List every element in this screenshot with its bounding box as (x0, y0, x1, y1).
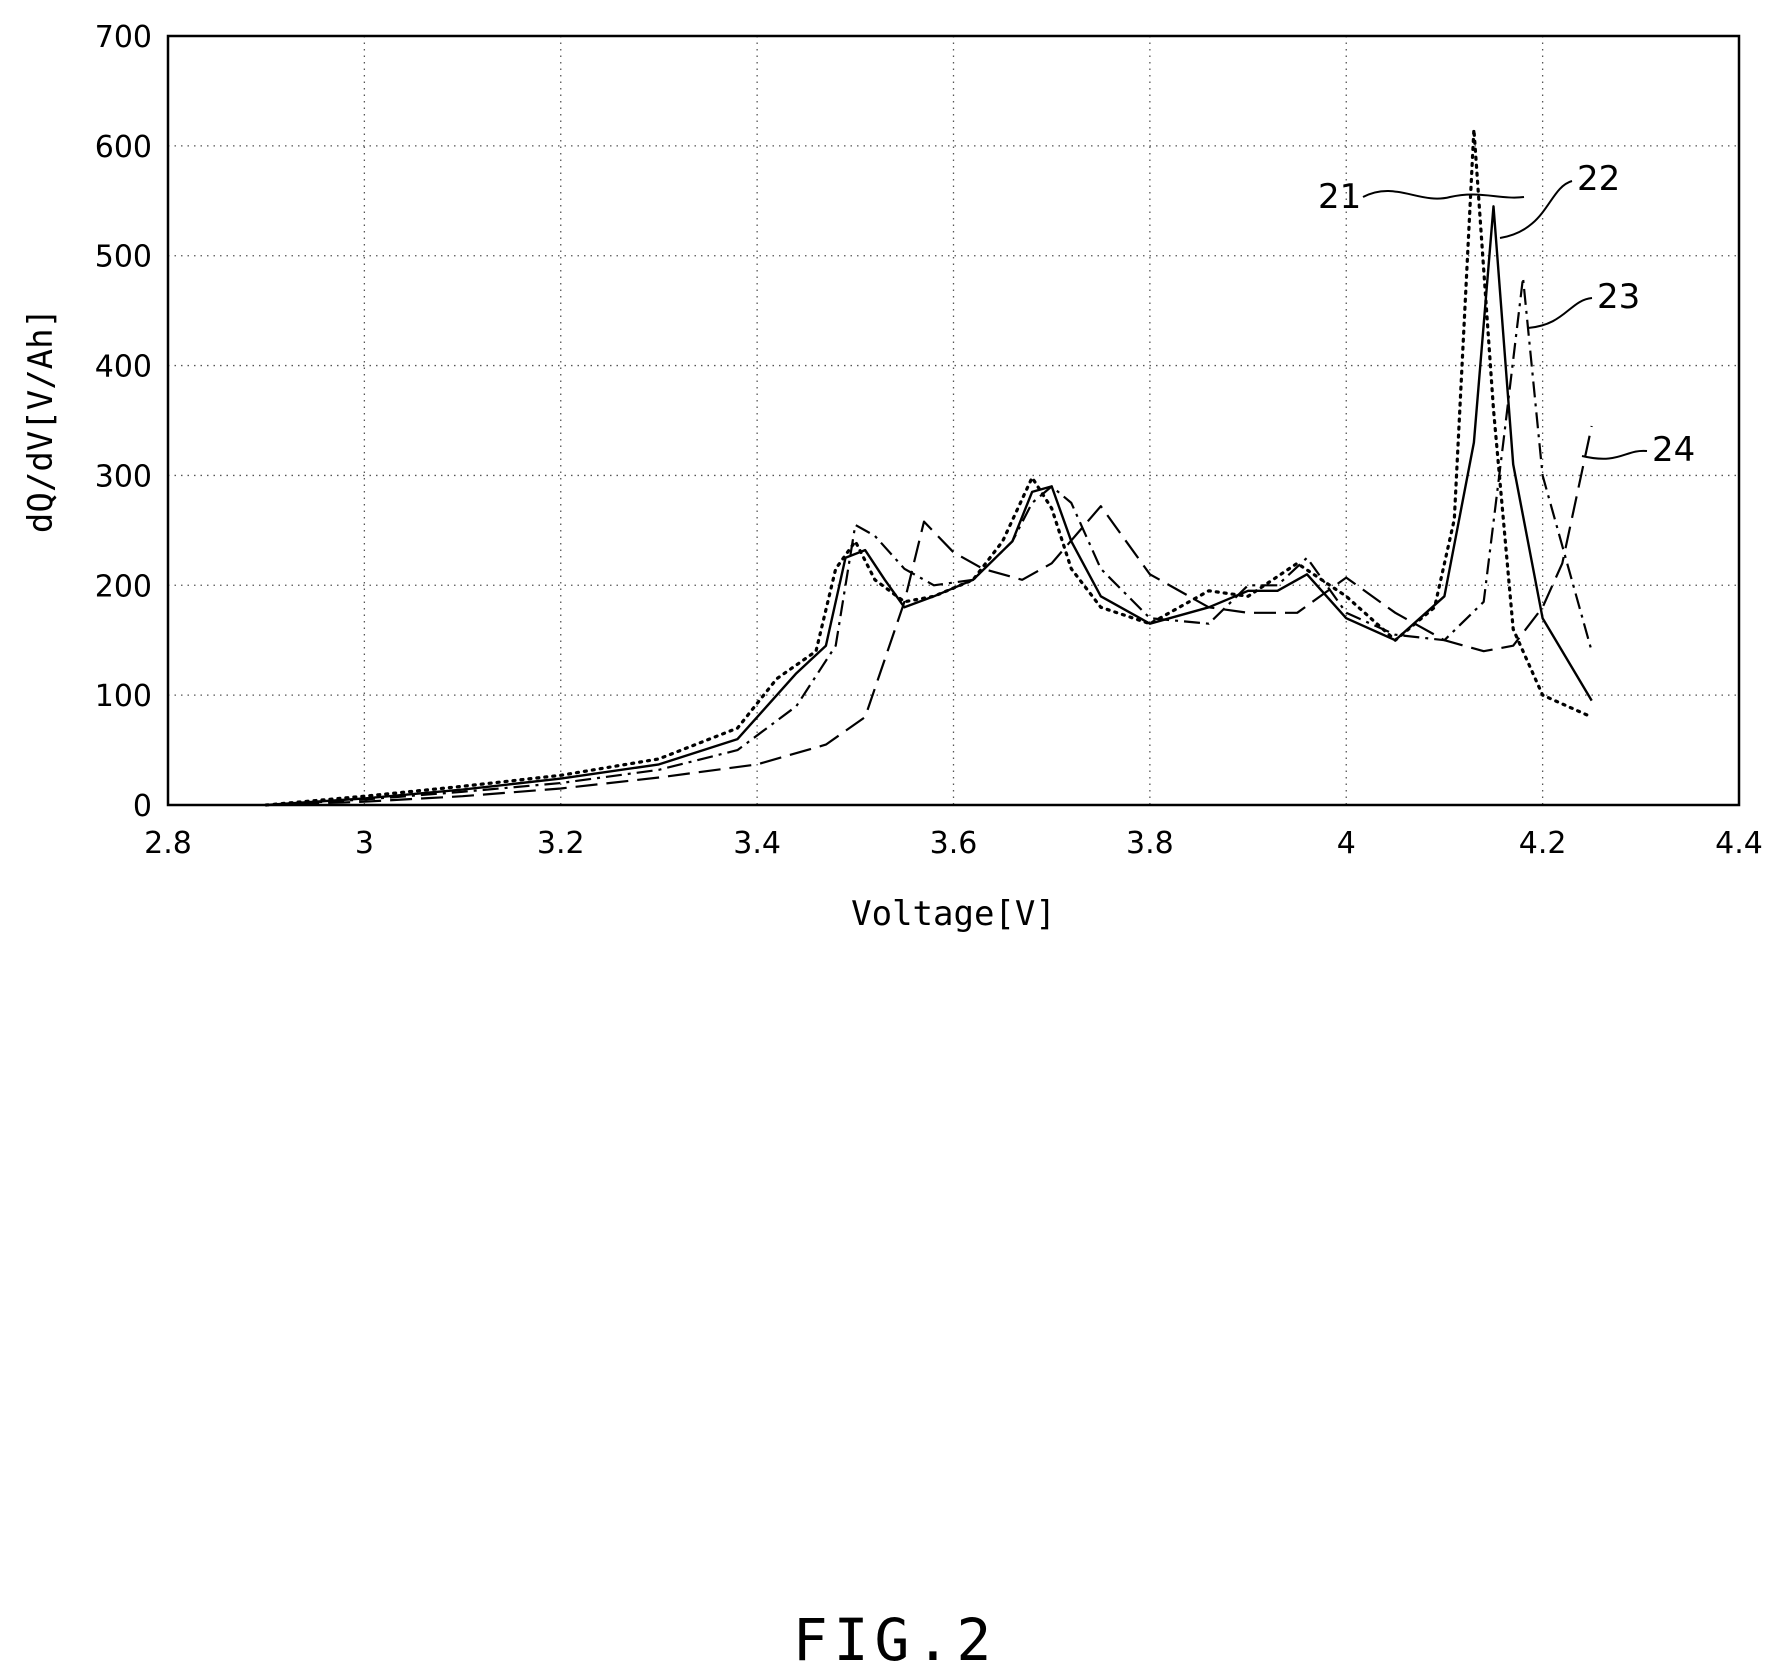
x-tick-label: 4.4 (1715, 826, 1763, 861)
y-tick-label: 700 (95, 20, 152, 55)
y-tick-label: 300 (95, 459, 152, 494)
y-tick-label: 100 (95, 679, 152, 714)
plot-frame (166, 34, 1741, 807)
x-tick-label: 2.8 (144, 826, 192, 861)
x-tick-label: 3.8 (1126, 826, 1174, 861)
x-tick-label: 3 (355, 826, 374, 861)
y-tick-label: 200 (95, 569, 152, 604)
y-tick-label: 0 (133, 789, 152, 824)
leader-line-23 (1527, 297, 1593, 329)
leader-line-21 (1362, 189, 1525, 200)
reference-labels: 21 22 23 24 (1318, 159, 1695, 470)
series-line-23 (266, 276, 1593, 807)
y-tick-label: 400 (95, 350, 152, 385)
y-tick-label: 600 (95, 130, 152, 165)
ref-label-22: 22 (1577, 159, 1620, 199)
x-axis-title: Voltage[V] (851, 894, 1056, 934)
x-tick-label: 3.2 (537, 826, 585, 861)
leader-line-24 (1581, 449, 1648, 460)
y-tick-label: 500 (95, 240, 152, 275)
tick-labels: 2.8 3 3.2 3.4 3.6 3.8 4 4.2 4.4 0 100 200 300 400 500 6… (95, 20, 1763, 861)
ref-label-23: 23 (1597, 277, 1640, 317)
x-tick-label: 4 (1337, 826, 1356, 861)
data-series (264, 127, 1594, 807)
x-tick-label: 4.2 (1519, 826, 1567, 861)
leader-line-22 (1499, 180, 1573, 239)
ref-label-24: 24 (1652, 430, 1695, 470)
x-tick-label: 3.6 (930, 826, 978, 861)
figure-caption: FIG.2 (793, 1606, 998, 1672)
series-line-24 (266, 425, 1593, 807)
series-line-21 (264, 127, 1594, 807)
series-line-22 (266, 205, 1593, 807)
x-tick-label: 3.4 (733, 826, 781, 861)
y-axis-title: dQ/dV[V/Ah] (21, 308, 61, 533)
grid-lines (168, 36, 1739, 805)
ref-label-21: 21 (1318, 177, 1361, 217)
